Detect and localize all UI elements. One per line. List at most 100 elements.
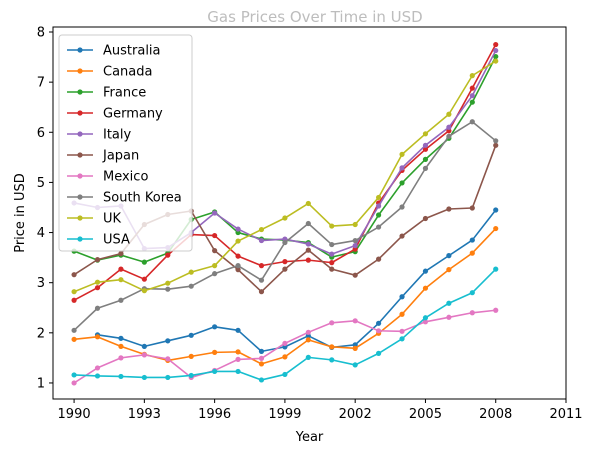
data-point: [71, 297, 77, 303]
y-tick-label: 8: [37, 26, 45, 41]
data-point: [469, 290, 475, 296]
data-point: [469, 205, 475, 211]
data-point: [235, 267, 241, 273]
legend-label: Italy: [103, 128, 132, 143]
legend-item: USA: [67, 233, 130, 248]
data-point: [282, 340, 288, 346]
data-point: [469, 237, 475, 243]
x-tick-label: 1999: [268, 407, 301, 422]
legend-label: South Korea: [103, 191, 182, 206]
data-point: [258, 355, 265, 361]
data-point: [258, 237, 265, 244]
data-point: [141, 352, 147, 358]
data-point: [258, 277, 265, 283]
data-point: [422, 131, 429, 137]
data-point: [399, 311, 405, 317]
legend-marker: [77, 194, 83, 200]
legend-marker: [77, 131, 83, 137]
data-point: [399, 204, 405, 210]
data-point: [399, 165, 405, 171]
data-point: [212, 271, 218, 277]
x-tick-label: 1990: [58, 407, 91, 422]
data-point: [493, 41, 499, 48]
data-point: [258, 226, 265, 233]
data-point: [94, 305, 101, 311]
data-point: [212, 248, 218, 254]
data-point: [282, 371, 288, 378]
data-point: [469, 85, 475, 91]
data-point: [258, 361, 265, 367]
data-point: [376, 320, 382, 326]
data-point: [188, 372, 194, 379]
data-point: [493, 47, 499, 54]
data-point: [235, 356, 241, 362]
data-point: [235, 368, 241, 375]
data-point: [71, 380, 77, 386]
data-point: [165, 252, 171, 258]
data-point: [71, 272, 77, 278]
series-uk: [71, 58, 499, 295]
data-point: [399, 233, 405, 239]
data-point: [118, 343, 124, 349]
data-point: [329, 223, 335, 229]
legend-item: Japan: [67, 149, 139, 164]
data-point: [258, 348, 265, 354]
data-point: [493, 142, 499, 148]
data-point: [376, 328, 382, 334]
data-point: [94, 285, 101, 291]
data-point: [212, 232, 218, 239]
legend-label: Australia: [103, 44, 161, 59]
data-point: [422, 215, 429, 222]
axes-layer: 1990 1993 1996 1999 2002 2005 2008 2011 1 2 3 4 5 6 7 8: [37, 26, 583, 422]
data-point: [422, 142, 429, 148]
legend-label: USA: [103, 233, 130, 248]
data-point: [422, 285, 429, 291]
data-point: [305, 220, 311, 227]
data-point: [305, 354, 311, 360]
data-point: [212, 324, 218, 330]
legend-marker: [77, 47, 83, 53]
data-point: [71, 289, 77, 295]
data-point: [118, 277, 124, 283]
data-point: [376, 256, 382, 262]
data-point: [141, 259, 147, 265]
data-point: [469, 73, 475, 79]
x-tick-label: 2008: [479, 407, 512, 422]
data-point: [188, 269, 194, 275]
x-tick-label: 2011: [549, 407, 582, 422]
data-point: [493, 266, 499, 272]
data-point: [235, 327, 241, 333]
data-point: [329, 251, 335, 257]
data-point: [141, 343, 147, 349]
data-point: [352, 242, 358, 249]
legend: Australia Canada France Germany Italy Japan Me…: [58, 34, 193, 252]
data-point: [352, 221, 358, 228]
data-point: [305, 257, 311, 263]
data-point: [446, 267, 452, 273]
data-point: [71, 372, 77, 378]
y-tick-label: 6: [37, 126, 45, 141]
data-point: [352, 362, 358, 368]
data-point: [422, 156, 429, 162]
data-point: [399, 180, 405, 186]
x-axis-label: Year: [295, 430, 324, 445]
data-point: [469, 99, 475, 105]
legend-label: Canada: [103, 65, 152, 80]
y-tick-label: 5: [37, 176, 45, 191]
data-point: [469, 119, 475, 125]
plot-frame: [52, 26, 567, 400]
legend-marker: [77, 152, 83, 158]
data-point: [446, 124, 452, 130]
legend-item: France: [67, 86, 146, 101]
legend-marker: [77, 173, 83, 179]
data-point: [118, 355, 124, 361]
data-point: [399, 336, 405, 342]
data-point: [422, 165, 429, 171]
data-point: [94, 334, 101, 340]
legend-item: Australia: [67, 44, 161, 59]
y-axis-label: Price in USD: [13, 173, 28, 253]
y-tick-label: 4: [37, 226, 45, 241]
chart-title: Gas Prices Over Time in USD: [207, 8, 422, 26]
data-point: [188, 283, 194, 289]
data-point: [235, 238, 241, 244]
